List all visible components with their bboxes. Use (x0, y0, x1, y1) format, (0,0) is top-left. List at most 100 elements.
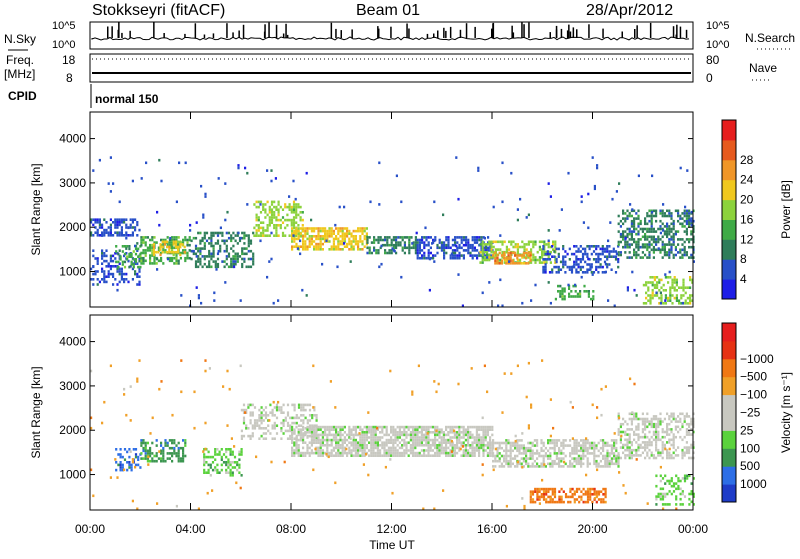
range-cell (409, 449, 412, 452)
range-cell (683, 446, 686, 449)
range-cell (373, 238, 376, 242)
range-cell (669, 289, 672, 292)
range-cell (209, 463, 212, 467)
range-cell (149, 246, 152, 250)
range-cell (341, 229, 344, 233)
range-cell (299, 218, 302, 222)
range-cell (518, 459, 521, 463)
range-cell (510, 372, 513, 375)
range-cell (677, 251, 680, 254)
range-cell (552, 426, 555, 430)
range-cell (588, 452, 591, 455)
range-cell (586, 441, 589, 445)
range-cell (289, 437, 292, 440)
range-cell (656, 276, 659, 279)
range-cell (346, 227, 349, 230)
range-cell (138, 228, 141, 232)
range-cell (313, 414, 316, 417)
range-cell (503, 465, 506, 468)
noise-spike (226, 23, 228, 38)
range-cell (363, 441, 366, 444)
range-cell (416, 249, 419, 252)
range-cell (304, 227, 307, 230)
range-cell (425, 425, 428, 429)
range-cell (96, 262, 99, 265)
range-cell (299, 436, 302, 439)
range-cell (656, 294, 659, 297)
range-cell (166, 240, 169, 244)
range-cell (203, 244, 206, 248)
range-cell (652, 248, 655, 252)
range-cell (531, 454, 534, 458)
range-cell (354, 240, 357, 243)
range-cell (582, 446, 585, 450)
range-cell (645, 291, 648, 295)
range-cell (302, 408, 305, 412)
range-cell (412, 425, 415, 429)
range-cell (432, 254, 435, 257)
range-cell (660, 278, 663, 282)
range-cell (425, 238, 428, 242)
range-cell (458, 446, 461, 450)
range-cell (304, 232, 307, 235)
range-cell (482, 444, 485, 447)
range-cell (682, 294, 685, 297)
range-cell (170, 250, 173, 254)
range-cell (372, 441, 375, 444)
range-cell (119, 258, 122, 261)
range-cell (199, 231, 202, 235)
range-cell (435, 429, 438, 433)
range-cell (679, 492, 682, 496)
range-cell (650, 454, 653, 457)
range-cell (299, 205, 302, 209)
range-cell (239, 364, 242, 368)
range-cell (423, 425, 426, 429)
range-cell (295, 414, 298, 417)
range-cell (584, 446, 587, 450)
range-cell (456, 425, 459, 429)
range-cell (330, 235, 333, 238)
range-cell (542, 258, 545, 261)
range-cell (587, 292, 590, 296)
range-cell (315, 416, 318, 420)
range-cell (103, 270, 106, 273)
range-cell (633, 230, 636, 233)
range-cell (562, 260, 565, 264)
range-cell (273, 437, 276, 440)
range-cell (374, 425, 377, 429)
range-cell (656, 281, 659, 284)
range-cell (657, 495, 660, 498)
range-cell (264, 414, 268, 417)
range-cell (334, 481, 337, 485)
range-cell (619, 225, 622, 228)
range-cell (341, 240, 344, 243)
range-cell (542, 247, 545, 251)
range-cell (672, 412, 675, 416)
range-cell (136, 275, 139, 278)
range-cell (465, 243, 468, 247)
range-cell (586, 465, 589, 468)
range-cell (315, 227, 318, 230)
range-cell (197, 260, 200, 263)
range-cell (158, 223, 161, 227)
range-cell (617, 433, 620, 436)
range-cell (231, 453, 234, 456)
range-cell (544, 263, 547, 266)
range-cell (252, 257, 255, 261)
range-cell (527, 462, 530, 466)
range-cell (527, 465, 530, 468)
range-cell (240, 448, 243, 451)
range-cell (646, 245, 649, 249)
range-cell (164, 249, 167, 252)
range-cell (310, 237, 313, 241)
range-cell (601, 271, 604, 274)
range-cell (391, 491, 394, 495)
range-cell (222, 385, 225, 388)
range-cell (359, 436, 362, 439)
range-cell (669, 276, 672, 279)
range-cell (633, 454, 636, 457)
range-cell (599, 265, 602, 269)
range-cell (197, 265, 200, 269)
range-cell (522, 446, 525, 450)
range-cell (579, 265, 582, 269)
